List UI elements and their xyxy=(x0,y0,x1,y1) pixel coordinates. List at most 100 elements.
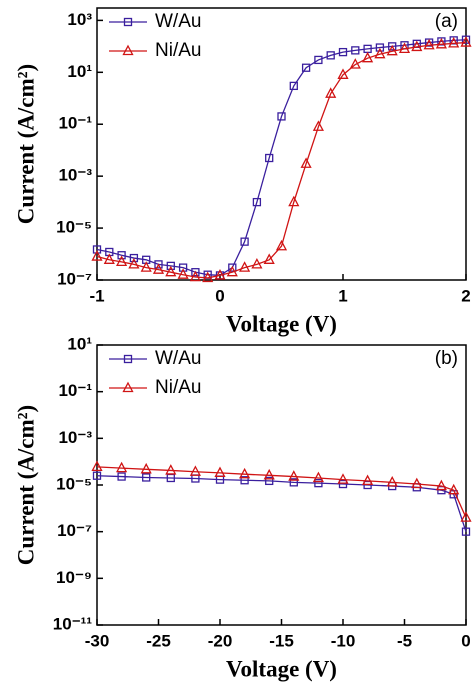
data-point xyxy=(152,263,165,274)
y-axis-label: Current (A/cm²) xyxy=(13,405,38,565)
legend-label: Ni/Au xyxy=(155,40,201,61)
x-tick-label: -30 xyxy=(85,631,110,650)
data-point xyxy=(301,63,311,72)
data-point xyxy=(411,477,423,489)
data-point xyxy=(386,475,398,487)
y-tick-label: 10⁻³ xyxy=(58,166,92,185)
data-point xyxy=(288,470,300,481)
data-point xyxy=(116,461,128,473)
data-point xyxy=(388,42,397,51)
data-point xyxy=(461,527,471,536)
legend-label: W/Au xyxy=(155,348,201,369)
data-point xyxy=(326,51,335,60)
data-point xyxy=(191,268,200,277)
data-point xyxy=(140,462,152,474)
data-point xyxy=(263,253,275,264)
data-point xyxy=(337,68,349,79)
data-point xyxy=(251,257,263,269)
panel-label: (a) xyxy=(435,11,458,32)
y-tick-label: 10⁻⁹ xyxy=(56,568,92,587)
x-tick-label: -15 xyxy=(269,631,294,650)
data-point xyxy=(117,472,126,481)
data-point xyxy=(288,195,300,207)
x-tick-label: 1 xyxy=(338,286,347,305)
y-tick-label: 10⁻⁷ xyxy=(57,269,92,288)
x-tick-label: -5 xyxy=(397,631,412,650)
data-point xyxy=(239,467,251,479)
legend-marker xyxy=(122,381,134,393)
data-point xyxy=(375,43,385,52)
data-point xyxy=(398,42,411,54)
data-point xyxy=(289,478,298,487)
data-point xyxy=(214,269,226,280)
data-point xyxy=(189,270,201,282)
data-point xyxy=(265,476,274,486)
data-point xyxy=(214,466,226,478)
data-point xyxy=(362,474,374,486)
y-tick-label: 10⁻⁷ xyxy=(57,521,92,540)
y-tick-label: 10⁻¹ xyxy=(58,114,92,133)
data-point xyxy=(289,81,298,91)
data-point xyxy=(263,468,275,480)
data-point xyxy=(142,473,151,482)
data-point xyxy=(177,268,189,279)
x-tick-label: -10 xyxy=(331,631,356,650)
data-point xyxy=(312,471,324,483)
data-point xyxy=(338,479,348,489)
data-point xyxy=(189,465,201,476)
data-point xyxy=(423,38,435,50)
y-tick-label: 10⁻³ xyxy=(58,428,92,447)
data-point xyxy=(314,55,323,65)
data-point xyxy=(91,250,103,261)
y-tick-label: 10³ xyxy=(67,10,92,29)
x-tick-label: 0 xyxy=(215,286,224,305)
y-axis-label: Current (A/cm²) xyxy=(13,64,38,224)
x-axis-label: Voltage (V) xyxy=(226,656,337,681)
data-point xyxy=(226,265,238,277)
y-tick-label: 10¹ xyxy=(67,62,92,81)
data-point xyxy=(103,253,115,264)
x-tick-label: -1 xyxy=(89,286,104,305)
legend-marker xyxy=(122,44,134,56)
x-tick-label: -25 xyxy=(146,631,171,650)
data-point xyxy=(178,263,188,272)
data-point xyxy=(435,479,447,491)
panel-label: (b) xyxy=(435,348,458,369)
legend-label: W/Au xyxy=(155,11,201,32)
data-point xyxy=(277,112,286,121)
data-point xyxy=(202,271,214,283)
data-point xyxy=(460,511,472,522)
data-point xyxy=(351,46,360,55)
plot-frame xyxy=(96,7,467,281)
y-tick-label: 10⁻⁵ xyxy=(56,218,92,237)
data-point xyxy=(92,471,102,480)
y-tick-label: 10⁻⁵ xyxy=(56,474,92,493)
data-point xyxy=(312,120,324,131)
data-point xyxy=(140,261,152,272)
data-point xyxy=(349,58,361,69)
data-point xyxy=(338,47,348,57)
legend-marker xyxy=(123,17,133,27)
data-point xyxy=(362,51,374,63)
x-axis-label: Voltage (V) xyxy=(226,311,337,336)
data-point xyxy=(91,460,103,471)
data-point xyxy=(448,483,460,495)
data-point xyxy=(92,245,102,254)
data-point xyxy=(165,464,177,475)
legend-marker xyxy=(123,354,133,364)
data-point xyxy=(166,261,175,271)
series-line xyxy=(96,475,467,532)
data-point xyxy=(239,261,251,272)
data-point xyxy=(165,265,177,277)
data-point xyxy=(240,476,249,485)
data-point xyxy=(265,153,274,163)
data-point xyxy=(374,47,386,59)
data-point xyxy=(435,37,447,49)
data-point xyxy=(300,157,312,168)
data-point xyxy=(129,253,139,263)
y-tick-label: 10⁻¹ xyxy=(58,381,92,400)
series-line xyxy=(96,41,467,279)
data-point xyxy=(325,87,337,98)
x-tick-label: -20 xyxy=(208,631,233,650)
